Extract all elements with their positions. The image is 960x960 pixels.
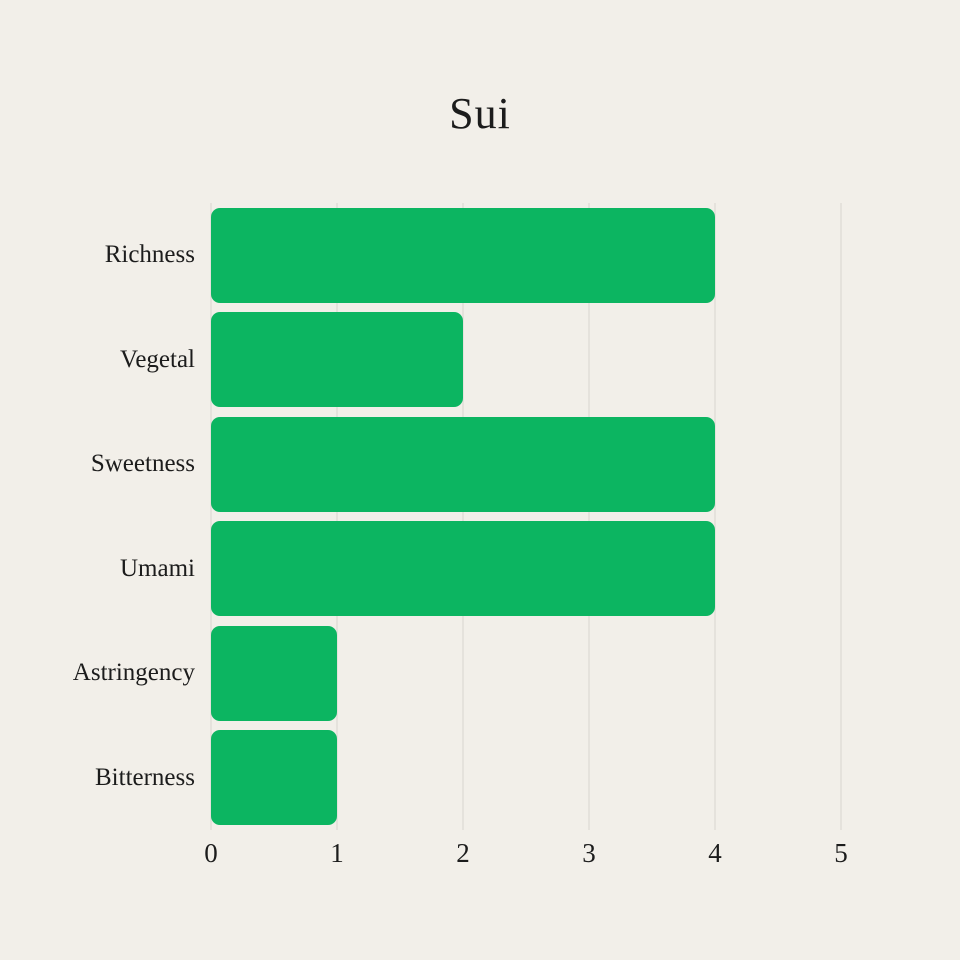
gridlines xyxy=(210,203,842,830)
x-tick-label: 3 xyxy=(582,838,596,868)
x-tick-label: 5 xyxy=(834,838,848,868)
bar-rows xyxy=(211,203,841,830)
bar-row xyxy=(211,203,841,308)
bar-row xyxy=(211,726,841,831)
x-tick-label: 4 xyxy=(708,838,722,868)
category-label: Astringency xyxy=(72,659,195,687)
bar xyxy=(211,312,463,408)
category-label: Umami xyxy=(120,554,195,582)
gridline xyxy=(336,203,338,830)
category-labels: Richness Vegetal Sweetness Umami Astringency… xyxy=(0,203,195,830)
bar-row xyxy=(211,412,841,517)
gridline xyxy=(210,203,212,830)
bar-row xyxy=(211,621,841,726)
bar xyxy=(211,521,715,617)
category-label: Bitterness xyxy=(95,763,195,791)
category-label: Richness xyxy=(104,241,195,269)
bar xyxy=(211,416,715,512)
gridline xyxy=(588,203,590,830)
x-axis: 0 1 2 3 4 5 xyxy=(204,830,848,876)
bar-row xyxy=(211,308,841,413)
bar-chart: Richness Vegetal Sweetness Umami Astringency… xyxy=(0,203,960,830)
gridline xyxy=(462,203,464,830)
category-label: Vegetal xyxy=(120,345,195,373)
bar xyxy=(211,730,337,826)
bar xyxy=(211,207,715,303)
bar xyxy=(211,625,337,721)
x-tick-label: 1 xyxy=(330,838,344,868)
gridline xyxy=(840,203,842,830)
chart-title: Sui xyxy=(449,89,511,138)
gridline xyxy=(714,203,716,830)
category-label: Sweetness xyxy=(90,450,195,478)
plot-area xyxy=(210,203,842,830)
x-tick-label: 2 xyxy=(456,838,470,868)
x-tick-label: 0 xyxy=(204,838,218,868)
bar-row xyxy=(211,517,841,622)
